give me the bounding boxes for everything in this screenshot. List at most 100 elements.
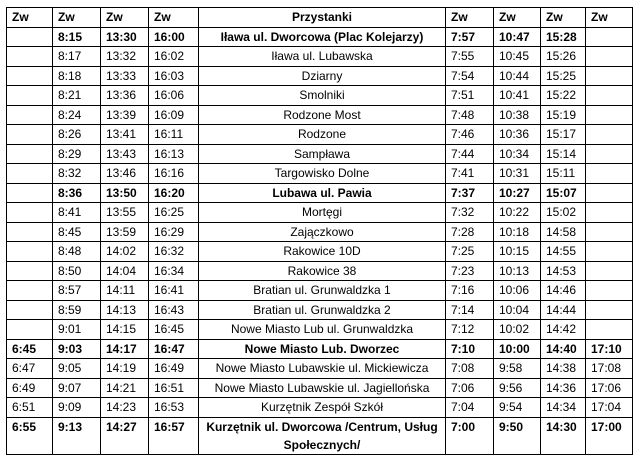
departure-time: 13:30 — [100, 26, 149, 47]
departure-time: 9:58 — [493, 358, 541, 379]
departure-time: 10:04 — [493, 299, 541, 320]
departure-time — [585, 85, 633, 106]
departure-time: 8:32 — [52, 163, 101, 184]
departure-time: 17:08 — [585, 358, 633, 379]
departure-time: 8:21 — [52, 85, 101, 106]
departure-time: 16:11 — [148, 124, 199, 145]
table-row: 6:55 9:13 14:27 16:57 Kurzętnik ul. Dworcowa… — [6, 416, 633, 455]
departure-time: 7:14 — [445, 299, 494, 320]
departure-time: 14:42 — [540, 319, 586, 340]
stop-name: Lubawa ul. Pawia — [198, 182, 446, 203]
departure-time — [585, 280, 633, 301]
departure-time — [6, 143, 53, 164]
departure-time — [585, 46, 633, 67]
departure-time: 14:53 — [540, 260, 586, 281]
departure-time: 9:05 — [52, 358, 101, 379]
table-row: 9:01 14:15 16:45 Nowe Miasto Lub ul. Grunwa… — [6, 319, 633, 340]
departure-time: 7:23 — [445, 260, 494, 281]
departure-time — [585, 299, 633, 320]
departure-time: 7:06 — [445, 377, 494, 398]
header-zw: Zw — [493, 7, 541, 28]
departure-time: 7:37 — [445, 182, 494, 203]
table-row: 8:32 13:46 16:16 Targowisko Dolne 7:41 10:31 1… — [6, 163, 633, 184]
departure-time: 16:25 — [148, 202, 199, 223]
departure-time: 14:15 — [100, 319, 149, 340]
header-zw: Zw — [52, 7, 101, 28]
departure-time: 7:32 — [445, 202, 494, 223]
departure-time: 14:04 — [100, 260, 149, 281]
departure-time: 7:51 — [445, 85, 494, 106]
departure-time — [6, 260, 53, 281]
departure-time: 13:50 — [100, 182, 149, 203]
stop-name: Iława ul. Dworcowa (Plac Kolejarzy) — [198, 26, 446, 47]
stop-name: Bratian ul. Grunwaldzka 2 — [198, 299, 446, 320]
departure-time: 8:50 — [52, 260, 101, 281]
table-row: 8:41 13:55 16:25 Mortęgi 7:32 10:22 15:02 — [6, 202, 633, 223]
header-zw: Zw — [540, 7, 586, 28]
departure-time: 16:06 — [148, 85, 199, 106]
departure-time: 13:46 — [100, 163, 149, 184]
table-row: 6:51 9:09 14:23 16:53 Kurzętnik Zespół Szkół… — [6, 397, 633, 418]
table-row: 6:45 9:03 14:17 16:47 Nowe Miasto Lub. Dworz… — [6, 338, 633, 359]
departure-time: 16:51 — [148, 377, 199, 398]
departure-time: 7:41 — [445, 163, 494, 184]
header-row: Zw Zw Zw Zw Przystanki Zw Zw Zw Zw — [6, 7, 633, 28]
stop-name: Nowe Miasto Lub ul. Grunwaldzka — [198, 319, 446, 340]
departure-time: 8:17 — [52, 46, 101, 67]
departure-time: 8:18 — [52, 65, 101, 86]
departure-time: 13:55 — [100, 202, 149, 223]
table-row: 8:18 13:33 16:03 Dziarny 7:54 10:44 15:25 — [6, 65, 633, 86]
departure-time: 8:41 — [52, 202, 101, 223]
stop-name: Dziarny — [198, 65, 446, 86]
stop-name: Rodzone — [198, 124, 446, 145]
stop-name: Iława ul. Lubawska — [198, 46, 446, 67]
header-zw: Zw — [585, 7, 633, 28]
departure-time: 9:03 — [52, 338, 101, 359]
departure-time: 16:32 — [148, 241, 199, 262]
departure-time: 7:08 — [445, 358, 494, 379]
departure-time — [6, 202, 53, 223]
departure-time — [6, 280, 53, 301]
departure-time: 14:19 — [100, 358, 149, 379]
departure-time — [6, 319, 53, 340]
stop-name: Mortęgi — [198, 202, 446, 223]
stop-name: Sampława — [198, 143, 446, 164]
table-row: 8:48 14:02 16:32 Rakowice 10D 7:25 10:15 14:55 — [6, 241, 633, 262]
stop-name: Zajączkowo — [198, 221, 446, 242]
departure-time: 14:46 — [540, 280, 586, 301]
departure-time: 7:12 — [445, 319, 494, 340]
departure-time — [6, 85, 53, 106]
departure-time: 15:14 — [540, 143, 586, 164]
departure-time: 17:10 — [585, 338, 633, 359]
departure-time: 15:07 — [540, 182, 586, 203]
departure-time: 6:47 — [6, 358, 53, 379]
departure-time: 10:06 — [493, 280, 541, 301]
departure-time: 10:47 — [493, 26, 541, 47]
departure-time: 16:13 — [148, 143, 199, 164]
departure-time: 14:58 — [540, 221, 586, 242]
departure-time: 14:40 — [540, 338, 586, 359]
departure-time — [585, 260, 633, 281]
departure-time: 10:00 — [493, 338, 541, 359]
departure-time: 6:51 — [6, 397, 53, 418]
departure-time: 8:26 — [52, 124, 101, 145]
departure-time: 15:19 — [540, 104, 586, 125]
departure-time: 14:34 — [540, 397, 586, 418]
departure-time: 16:09 — [148, 104, 199, 125]
table-row: 8:21 13:36 16:06 Smolniki 7:51 10:41 15:22 — [6, 85, 633, 106]
stop-name: Bratian ul. Grunwaldzka 1 — [198, 280, 446, 301]
stop-name: Kurzętnik ul. Dworcowa /Centrum, Usług S… — [198, 416, 446, 455]
departure-time: 16:34 — [148, 260, 199, 281]
departure-time: 13:39 — [100, 104, 149, 125]
departure-time — [6, 221, 53, 242]
header-stops: Przystanki — [198, 7, 446, 28]
departure-time: 15:02 — [540, 202, 586, 223]
departure-time: 15:22 — [540, 85, 586, 106]
departure-time: 14:02 — [100, 241, 149, 262]
departure-time: 10:38 — [493, 104, 541, 125]
departure-time: 10:36 — [493, 124, 541, 145]
departure-time: 7:04 — [445, 397, 494, 418]
departure-time: 14:38 — [540, 358, 586, 379]
departure-time: 10:22 — [493, 202, 541, 223]
departure-time: 14:44 — [540, 299, 586, 320]
